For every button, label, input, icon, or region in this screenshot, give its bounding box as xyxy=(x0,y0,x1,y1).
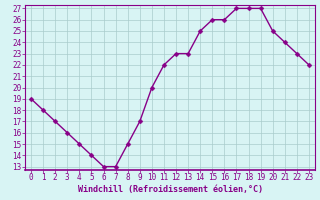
X-axis label: Windchill (Refroidissement éolien,°C): Windchill (Refroidissement éolien,°C) xyxy=(77,185,262,194)
